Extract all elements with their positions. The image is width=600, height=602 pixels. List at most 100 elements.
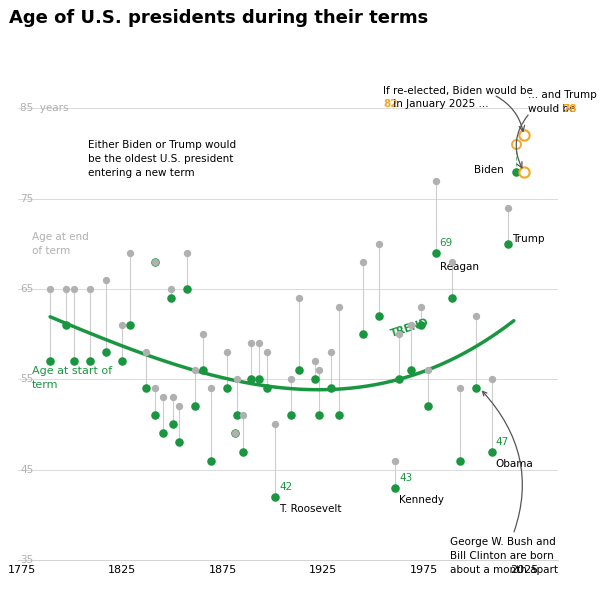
Point bbox=[118, 356, 127, 366]
Point bbox=[125, 248, 135, 258]
Point bbox=[182, 248, 191, 258]
Point bbox=[85, 284, 95, 294]
Text: Biden: Biden bbox=[474, 165, 504, 175]
Point bbox=[230, 429, 239, 438]
Text: 82: 82 bbox=[383, 99, 398, 110]
Point bbox=[431, 176, 440, 185]
Point bbox=[310, 374, 320, 384]
Point bbox=[142, 383, 151, 393]
Point bbox=[270, 420, 280, 429]
Point bbox=[511, 140, 521, 149]
Point bbox=[294, 293, 304, 303]
Text: 85  years: 85 years bbox=[20, 104, 68, 113]
Text: 69: 69 bbox=[440, 238, 453, 249]
Point bbox=[125, 320, 135, 330]
Point bbox=[101, 347, 111, 357]
Point bbox=[198, 329, 208, 339]
Point bbox=[254, 338, 263, 348]
Text: 55: 55 bbox=[20, 374, 33, 384]
Point bbox=[391, 483, 400, 492]
Point bbox=[190, 402, 199, 411]
Point bbox=[326, 383, 336, 393]
Point bbox=[519, 167, 529, 176]
Point bbox=[85, 356, 95, 366]
Text: 75: 75 bbox=[20, 194, 33, 203]
Point bbox=[206, 456, 215, 465]
Point bbox=[471, 311, 481, 321]
Point bbox=[294, 365, 304, 375]
Point bbox=[182, 284, 191, 294]
Point bbox=[61, 320, 71, 330]
Point bbox=[391, 456, 400, 465]
Point bbox=[246, 374, 256, 384]
Point bbox=[455, 383, 464, 393]
Text: Age at end
of term: Age at end of term bbox=[32, 232, 89, 256]
Point bbox=[416, 320, 426, 330]
Point bbox=[190, 365, 199, 375]
Point bbox=[447, 293, 457, 303]
Point bbox=[174, 402, 184, 411]
Point bbox=[166, 284, 175, 294]
Text: would be: would be bbox=[528, 104, 578, 114]
Point bbox=[374, 239, 384, 249]
Text: 65: 65 bbox=[20, 284, 33, 294]
Text: 43: 43 bbox=[400, 473, 413, 483]
Text: If re-elected, Biden would be: If re-elected, Biden would be bbox=[383, 86, 533, 96]
Point bbox=[395, 329, 404, 339]
Point bbox=[471, 383, 481, 393]
Text: Kennedy: Kennedy bbox=[400, 495, 445, 505]
Point bbox=[358, 329, 368, 339]
Point bbox=[503, 239, 512, 249]
Point bbox=[519, 131, 529, 140]
Text: Trump: Trump bbox=[512, 234, 544, 244]
Point bbox=[423, 402, 433, 411]
Point bbox=[254, 374, 263, 384]
Point bbox=[455, 456, 464, 465]
Point bbox=[374, 311, 384, 321]
Point bbox=[150, 257, 160, 267]
Point bbox=[262, 347, 272, 357]
Text: in January 2025 ...: in January 2025 ... bbox=[391, 99, 489, 110]
Point bbox=[246, 338, 256, 348]
Point bbox=[158, 393, 167, 402]
Point bbox=[286, 374, 296, 384]
Point bbox=[230, 429, 239, 438]
Point bbox=[416, 302, 426, 312]
Point bbox=[101, 275, 111, 285]
Point bbox=[158, 429, 167, 438]
Point bbox=[222, 347, 232, 357]
Point bbox=[198, 365, 208, 375]
Text: T. Roosevelt: T. Roosevelt bbox=[279, 504, 341, 514]
Point bbox=[326, 347, 336, 357]
Point bbox=[407, 365, 416, 375]
Point bbox=[262, 383, 272, 393]
Point bbox=[61, 284, 71, 294]
Point bbox=[166, 293, 175, 303]
Point bbox=[232, 411, 242, 420]
Point bbox=[407, 320, 416, 330]
Point bbox=[314, 365, 324, 375]
Point bbox=[487, 447, 497, 456]
Point bbox=[358, 257, 368, 267]
Point bbox=[174, 438, 184, 447]
Point bbox=[310, 356, 320, 366]
Text: Reagan: Reagan bbox=[440, 262, 479, 272]
Text: 35: 35 bbox=[20, 555, 33, 565]
Point bbox=[334, 302, 344, 312]
Point bbox=[503, 203, 512, 213]
Text: George W. Bush and
Bill Clinton are born
about a month apart: George W. Bush and Bill Clinton are born… bbox=[449, 391, 557, 576]
Point bbox=[286, 411, 296, 420]
Point bbox=[487, 374, 497, 384]
Point bbox=[511, 167, 521, 176]
Point bbox=[150, 257, 160, 267]
Point bbox=[334, 411, 344, 420]
Text: 45: 45 bbox=[20, 465, 33, 474]
Text: Age of U.S. presidents during their terms: Age of U.S. presidents during their term… bbox=[9, 9, 428, 27]
Text: TREND: TREND bbox=[389, 317, 430, 339]
Point bbox=[232, 374, 242, 384]
Point bbox=[168, 393, 178, 402]
Point bbox=[70, 284, 79, 294]
Point bbox=[46, 356, 55, 366]
Text: Age at start of
term: Age at start of term bbox=[32, 366, 112, 389]
Text: Either Biden or Trump would
be the oldest U.S. president
entering a new term: Either Biden or Trump would be the oldes… bbox=[88, 140, 236, 178]
